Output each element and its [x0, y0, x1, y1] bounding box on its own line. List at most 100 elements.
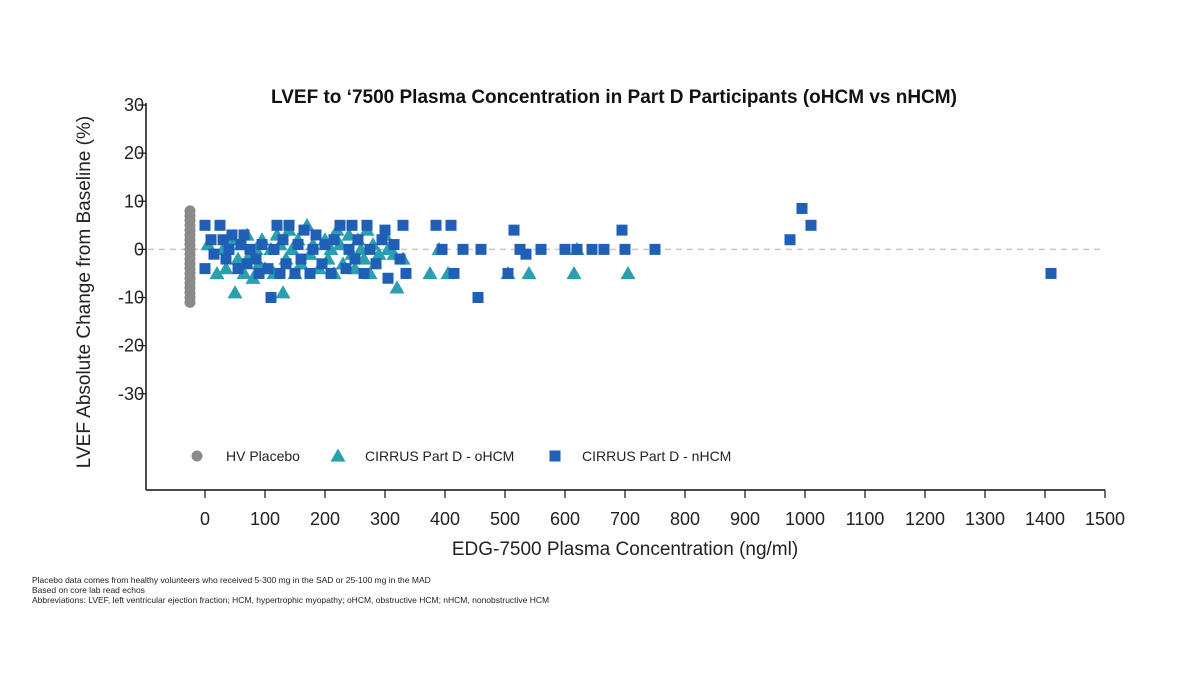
point-square — [325, 267, 337, 279]
x-tick-label: 1000 — [785, 509, 825, 529]
point-circle — [184, 296, 196, 308]
point-square — [238, 229, 250, 241]
x-tick-label: 1400 — [1025, 509, 1065, 529]
point-square — [346, 219, 358, 231]
point-square — [598, 243, 610, 255]
point-square — [304, 267, 316, 279]
footnote-placebo: Placebo data comes from healthy voluntee… — [32, 575, 431, 585]
x-tick-label: 1200 — [905, 509, 945, 529]
y-tick-label: -30 — [118, 384, 144, 404]
point-square — [262, 263, 274, 275]
point-square — [292, 239, 304, 251]
footnote-abbreviations: Abbreviations: LVEF, left ventricular ej… — [32, 595, 550, 605]
point-square — [649, 243, 661, 255]
point-square — [268, 243, 280, 255]
point-square — [361, 219, 373, 231]
x-axis-label: EDG-7500 Plasma Concentration (ng/ml) — [452, 539, 798, 560]
point-square — [199, 263, 211, 275]
series-triangle — [200, 217, 636, 299]
x-tick-label: 1300 — [965, 509, 1005, 529]
point-square — [559, 243, 571, 255]
point-square — [250, 253, 262, 265]
point-triangle — [566, 265, 582, 280]
point-square — [352, 234, 364, 246]
series-square — [199, 202, 1057, 303]
point-triangle — [620, 265, 636, 280]
legend-label: HV Placebo — [226, 448, 300, 464]
point-square — [457, 243, 469, 255]
point-square — [388, 239, 400, 251]
legend-marker-circle — [191, 450, 203, 462]
point-square — [334, 219, 346, 231]
point-triangle — [323, 241, 339, 255]
point-square — [319, 239, 331, 251]
point-square — [586, 243, 598, 255]
point-square — [619, 243, 631, 255]
x-tick-label: 700 — [610, 509, 640, 529]
point-square — [277, 234, 289, 246]
point-triangle — [389, 280, 405, 294]
y-tick-label: 10 — [124, 191, 144, 211]
point-triangle — [227, 285, 243, 299]
x-tick-label: 100 — [250, 509, 280, 529]
legend-marker-square — [549, 450, 561, 462]
point-square — [271, 219, 283, 231]
point-square — [208, 248, 220, 260]
point-square — [241, 258, 253, 270]
legend: HV Placebo CIRRUS Part D - oHCM CIRRUS Par… — [191, 448, 731, 464]
point-square — [280, 258, 292, 270]
point-square — [364, 243, 376, 255]
point-square — [514, 243, 526, 255]
point-triangle — [218, 261, 234, 275]
point-square — [199, 219, 211, 231]
point-square — [1045, 267, 1057, 279]
x-tick-label: 200 — [310, 509, 340, 529]
legend-label: CIRRUS Part D - oHCM — [365, 448, 514, 464]
point-square — [430, 219, 442, 231]
point-square — [448, 267, 460, 279]
point-square — [226, 229, 238, 241]
point-square — [220, 253, 232, 265]
point-square — [520, 248, 532, 260]
x-tick-label: 300 — [370, 509, 400, 529]
point-triangle — [245, 270, 261, 284]
point-square — [358, 267, 370, 279]
point-square — [214, 219, 226, 231]
point-triangle — [275, 285, 291, 299]
legend-marker-triangle — [330, 448, 346, 462]
point-square — [394, 253, 406, 265]
point-square — [445, 219, 457, 231]
point-triangle — [236, 265, 252, 280]
point-square — [235, 239, 247, 251]
legend-label: CIRRUS Part D - nHCM — [582, 448, 731, 464]
point-square — [307, 243, 319, 255]
point-square — [400, 267, 412, 279]
point-triangle — [371, 246, 387, 260]
y-tick-label: -10 — [118, 288, 144, 308]
point-square — [616, 224, 628, 236]
x-tick-label: 1500 — [1085, 509, 1125, 529]
point-square — [343, 243, 355, 255]
point-square — [340, 263, 352, 275]
y-tick-label: 20 — [124, 143, 144, 163]
point-square — [295, 253, 307, 265]
point-square — [475, 243, 487, 255]
point-square — [265, 292, 277, 303]
point-square — [316, 258, 328, 270]
point-square — [472, 292, 484, 303]
x-tick-label: 900 — [730, 509, 760, 529]
series-circle — [184, 205, 196, 308]
point-square — [382, 272, 394, 284]
x-tick-label: 800 — [670, 509, 700, 529]
point-square — [502, 267, 514, 279]
point-triangle — [284, 241, 300, 255]
point-square — [310, 229, 322, 241]
x-tick-label: 500 — [490, 509, 520, 529]
y-tick-label: 30 — [124, 95, 144, 115]
point-square — [436, 243, 448, 255]
point-square — [508, 224, 520, 236]
footnotes: Placebo data comes from healthy voluntee… — [32, 575, 549, 605]
point-square — [328, 234, 340, 246]
chart-title: LVEF to ‘7500 Plasma Concentration in Pa… — [271, 87, 957, 108]
